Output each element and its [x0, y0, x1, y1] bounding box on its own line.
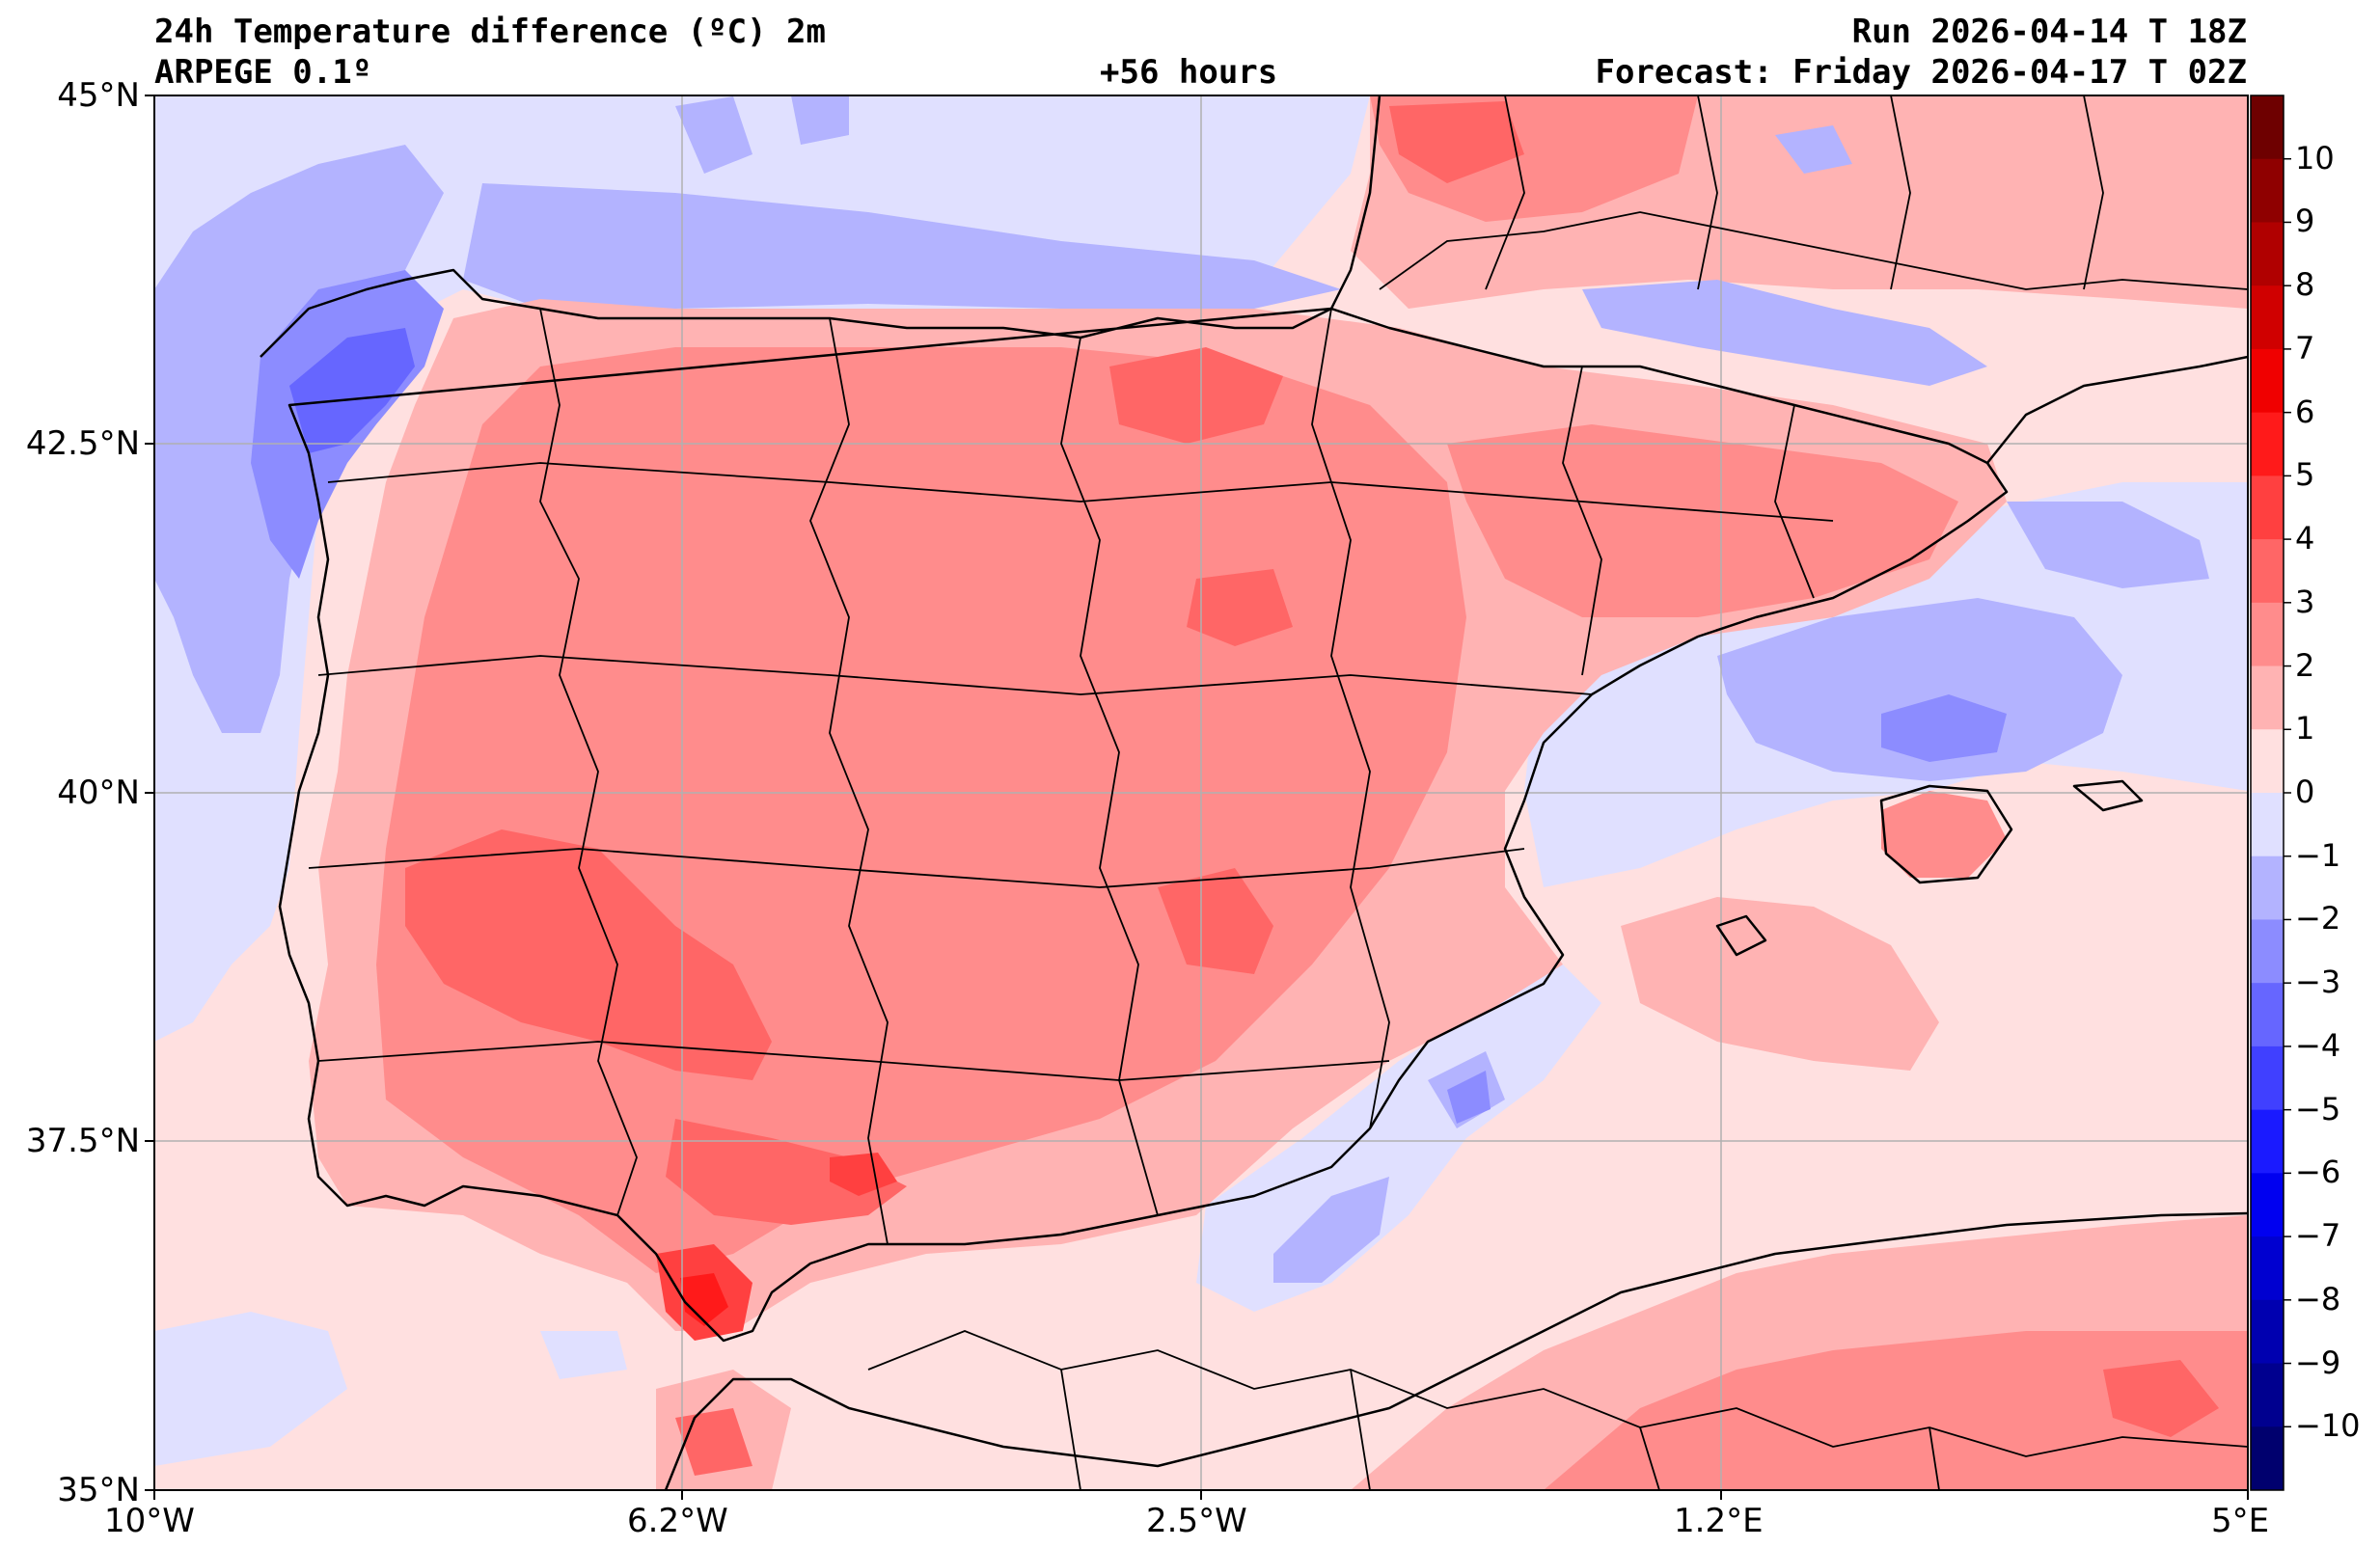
colorbar-swatch — [2251, 1109, 2284, 1174]
colorbar-swatch — [2251, 1426, 2284, 1491]
lat-label: 37.5°N — [25, 1122, 140, 1160]
field-cool-balearic-core — [1881, 694, 2007, 762]
colorbar-swatch — [2251, 1173, 2284, 1237]
colorbar-swatch — [2251, 222, 2284, 286]
coast-africa — [664, 1211, 2248, 1490]
colorbar-label: −3 — [2295, 964, 2341, 1001]
field-cool-alboran-core — [1447, 1071, 1491, 1124]
colorbar-label: −7 — [2295, 1217, 2341, 1255]
field-hot-malaga — [830, 1153, 897, 1196]
colorbar-label: 8 — [2295, 266, 2315, 304]
colorbar-label: 2 — [2295, 646, 2315, 684]
lat-label: 40°N — [57, 774, 140, 812]
axis-ticks — [145, 95, 2249, 1500]
coast-france-med — [1986, 355, 2248, 464]
colorbar-label: 1 — [2295, 710, 2315, 747]
field-cool-balearic-mid — [1717, 598, 2122, 781]
graticule — [154, 95, 2248, 1490]
admin-borders — [308, 95, 2248, 1490]
colorbar-swatch — [2251, 729, 2284, 794]
field-cool-biscay-spots — [675, 95, 849, 174]
colorbar-label: −5 — [2295, 1090, 2341, 1127]
field-warm-france-core — [1389, 101, 1524, 183]
lat-label: 42.5°N — [25, 424, 140, 463]
field-warm-core-center — [1109, 347, 1293, 646]
lon-label: 6.2°W — [627, 1502, 728, 1540]
lon-label: 2.5°W — [1146, 1502, 1247, 1540]
map-field — [154, 95, 2248, 1490]
colorbar — [2250, 95, 2291, 1491]
lat-label: 45°N — [57, 76, 140, 115]
field-cool-alboran-mid — [1273, 1051, 1505, 1283]
field-warm-core-east — [1158, 868, 1273, 974]
colorbar-label: −1 — [2295, 836, 2341, 874]
field-cool-alboran — [1196, 964, 1601, 1312]
colorbar-swatch — [2251, 1363, 2284, 1427]
colorbar-label: 6 — [2295, 393, 2315, 430]
colorbar-swatch — [2251, 412, 2284, 476]
run-time: Run 2026-04-14 T 18Z — [1851, 13, 2247, 51]
colorbar-swatch — [2251, 348, 2284, 414]
colorbar-label: −9 — [2295, 1344, 2341, 1381]
colorbar-label: −4 — [2295, 1026, 2341, 1064]
map-title: 24h Temperature difference (ºC) 2m — [154, 13, 826, 51]
coast-ibiza — [1715, 914, 1767, 957]
colorbar-label: −2 — [2295, 900, 2341, 937]
field-warm-mallorca — [1881, 791, 2007, 878]
coast-mallorca — [1879, 784, 2013, 884]
forecast-time: Forecast: Friday 2026-04-17 T 02Z — [1595, 53, 2247, 92]
coast-menorca — [2072, 779, 2144, 812]
colorbar-swatch — [2251, 919, 2284, 984]
field-cool-france — [1582, 125, 1987, 386]
colorbar-swatch — [2251, 539, 2284, 604]
lon-label: 5°E — [2211, 1502, 2270, 1540]
colorbar-label: 5 — [2295, 456, 2315, 494]
field-warm-core-south — [666, 1119, 907, 1225]
colorbar-swatch — [2251, 1299, 2284, 1365]
colorbar-swatch — [2251, 665, 2284, 730]
field-cool-sw — [154, 1312, 627, 1466]
lead-time: +56 hours — [1100, 53, 1278, 92]
field-warm-sea-balearic — [1621, 897, 1939, 1071]
field-cool-galicia-core — [289, 328, 415, 453]
colorbar-label: 7 — [2295, 329, 2315, 367]
field-warm-africa-mid — [1544, 1331, 2248, 1490]
colorbar-label: −10 — [2295, 1407, 2361, 1445]
field-cool-liguria — [2007, 502, 2209, 588]
colorbar-label: 9 — [2295, 203, 2315, 240]
colorbar-label: 0 — [2295, 774, 2315, 810]
colorbar-swatch — [2251, 602, 2284, 667]
field-warm-ne — [1447, 424, 1958, 617]
lon-label: 10°W — [104, 1502, 195, 1540]
field-hot-gibraltar-core — [680, 1273, 728, 1326]
colorbar-swatch — [2251, 793, 2284, 857]
lon-label: 1.2°E — [1674, 1502, 1764, 1540]
colorbar-label: −6 — [2295, 1154, 2341, 1191]
colorbar-swatch — [2251, 475, 2284, 540]
colorbar-swatch — [2251, 1046, 2284, 1111]
colorbar-swatch — [2251, 983, 2284, 1047]
model-name: ARPEGE 0.1º — [154, 53, 372, 92]
colorbar-swatch — [2251, 1236, 2284, 1301]
colorbar-swatch — [2251, 285, 2284, 350]
field-warm-core-sw — [405, 829, 772, 1080]
colorbar-swatch — [2251, 158, 2284, 223]
colorbar-label: 3 — [2295, 583, 2315, 620]
colorbar-label: 4 — [2295, 520, 2315, 557]
colorbar-swatch — [2251, 95, 2284, 160]
colorbar-label: 10 — [2295, 139, 2335, 177]
colorbar-label: −8 — [2295, 1280, 2341, 1317]
colorbar-swatch — [2251, 855, 2284, 920]
lat-label: 35°N — [57, 1471, 140, 1509]
